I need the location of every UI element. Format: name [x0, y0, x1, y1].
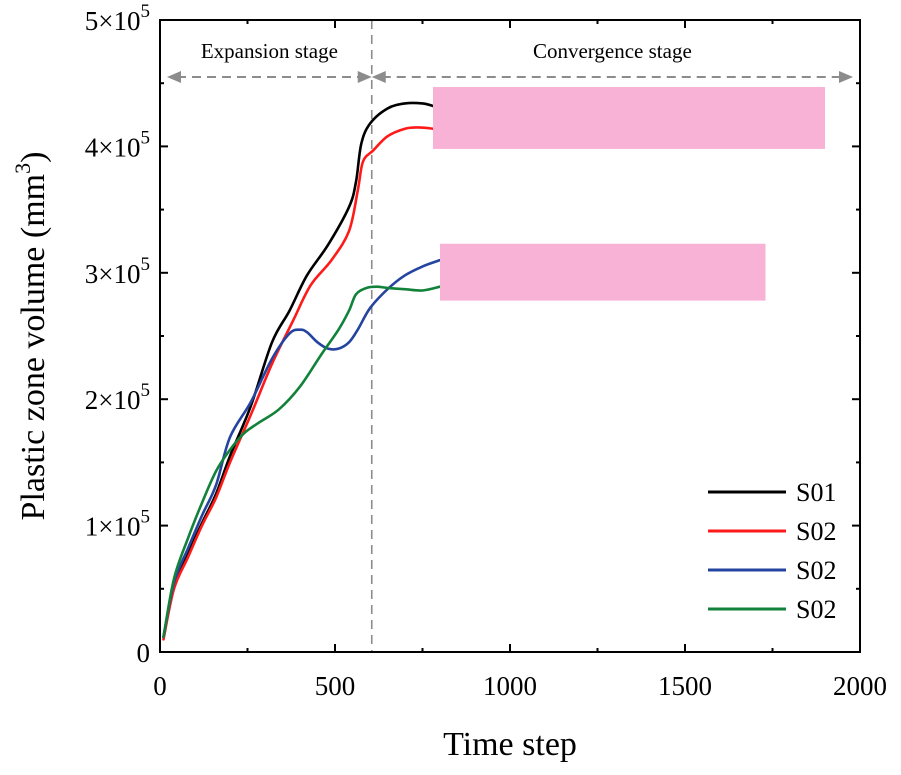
series-line-4 [162, 285, 442, 639]
stage-arrowhead-left-1 [167, 71, 181, 83]
occlusion-box-2 [440, 243, 766, 301]
stage-arrowhead-left-2 [371, 71, 386, 83]
series-line-2 [162, 126, 435, 641]
occlusion-box-1 [433, 86, 825, 149]
series-line-1 [162, 101, 435, 639]
x-tick-label: 500 [315, 671, 356, 701]
series-line-3 [162, 258, 442, 639]
y-tick-label: 2×105 [85, 380, 150, 415]
y-tick-label: 4×105 [85, 127, 150, 162]
x-axis-label: Time step [443, 726, 577, 763]
stage-label-1: Expansion stage [201, 39, 338, 63]
legend: S01 S02 S02 S02 [708, 478, 836, 624]
legend-label-2: S02 [796, 517, 836, 546]
legend-label-4: S02 [796, 595, 836, 624]
y-tick-label: 3×105 [85, 254, 150, 289]
y-tick-label: 5×105 [85, 1, 150, 36]
occlusion-boxes [433, 86, 825, 301]
x-tick-label: 2000 [833, 671, 887, 701]
series-lines [162, 101, 442, 641]
x-tick-label: 1500 [658, 671, 712, 701]
stage-arrowhead-right-1 [357, 71, 372, 83]
stage-label-2: Convergence stage [533, 39, 692, 63]
y-tick-label: 1×105 [85, 507, 150, 542]
x-tick-label: 0 [153, 671, 167, 701]
legend-label-1: S01 [796, 478, 836, 507]
y-tick-label: 0 [137, 638, 151, 668]
axis-ticks: 0 500 1000 1500 2000 0 1×105 2×105 3×105 4×105 5×1… [85, 1, 887, 701]
y-axis-label: Plastic zone volume (mm3) [10, 152, 52, 521]
stage-arrowhead-right-2 [839, 71, 853, 83]
stage-annotations: Expansion stage Convergence stage [167, 20, 853, 652]
x-tick-label: 1000 [483, 671, 537, 701]
legend-label-3: S02 [796, 556, 836, 585]
